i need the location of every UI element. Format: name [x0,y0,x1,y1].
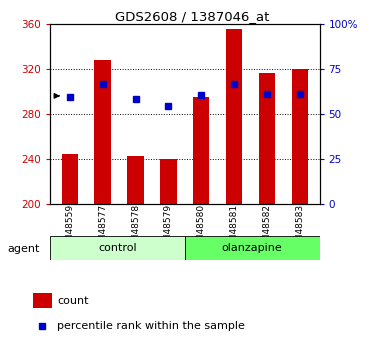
Text: percentile rank within the sample: percentile rank within the sample [57,321,245,331]
Bar [226,29,242,204]
Text: olanzapine: olanzapine [222,244,283,253]
Bar [160,159,177,204]
Bar [291,69,308,204]
FancyBboxPatch shape [185,236,320,260]
Bar [259,73,275,204]
Bar [33,293,52,308]
Text: count: count [57,296,89,306]
Bar [94,60,111,204]
Bar [193,97,209,204]
Text: GDS2608 / 1387046_at: GDS2608 / 1387046_at [116,10,270,23]
Text: control: control [98,244,137,253]
FancyBboxPatch shape [50,236,185,260]
Text: agent: agent [8,244,40,254]
Bar [62,154,78,204]
Bar [127,157,144,204]
